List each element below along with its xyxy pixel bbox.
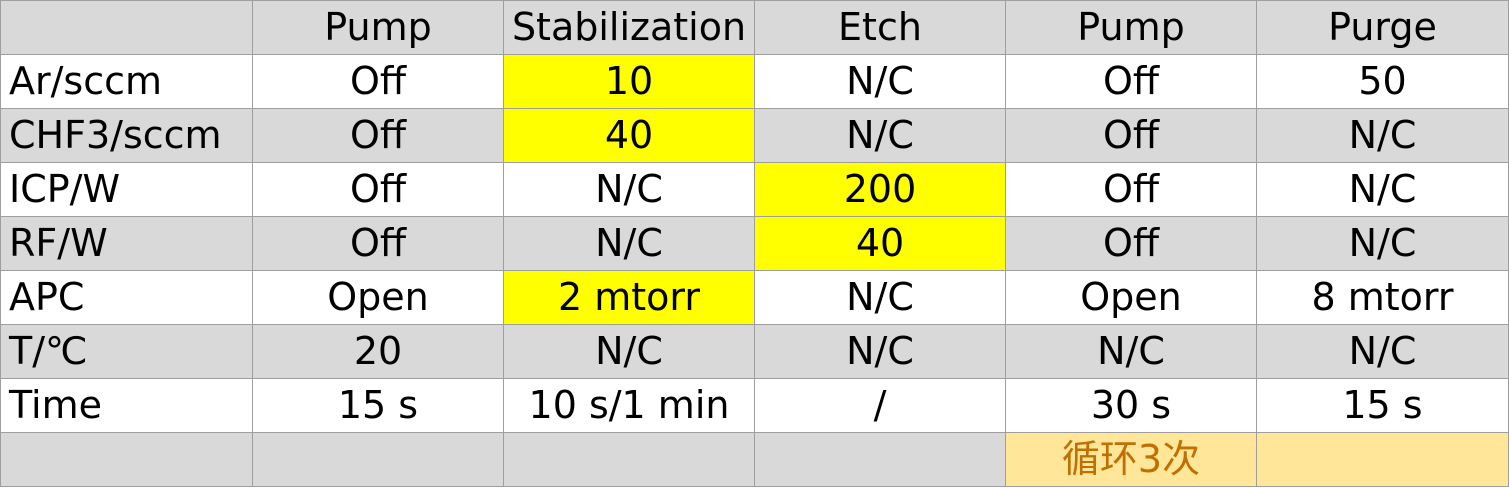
header-step-stabilization: Stabilization [503,0,755,55]
table-cell: Open [1005,270,1257,325]
header-step-etch: Etch [754,0,1006,55]
table-cell-highlighted: 200 [754,162,1006,217]
table-cell-highlighted: 10 [503,54,755,109]
table-cell: N/C [754,108,1006,163]
header-corner-cell [0,0,253,55]
row-label-rf: RF/W [0,216,253,271]
table-row-apc: APC Open 2 mtorr N/C Open 8 mtorr [0,270,1509,325]
table-cell: N/C [754,270,1006,325]
table-cell: N/C [754,54,1006,109]
table-cell: N/C [503,162,755,217]
table-cell: Off [252,108,504,163]
table-cell: N/C [503,216,755,271]
row-label-time: Time [0,378,253,433]
table-cell: 50 [1256,54,1509,109]
loop-count-cell: 循环3次 [1005,432,1257,487]
table-cell: N/C [1256,216,1509,271]
table-cell: Open [252,270,504,325]
table-cell: 20 [252,324,504,379]
table-row-icp: ICP/W Off N/C 200 Off N/C [0,162,1509,217]
table-row-rf: RF/W Off N/C 40 Off N/C [0,216,1509,271]
table-cell: N/C [1256,108,1509,163]
table-cell: 10 s/1 min [503,378,755,433]
table-cell: 30 s [1005,378,1257,433]
row-label-icp: ICP/W [0,162,253,217]
row-label-ar: Ar/sccm [0,54,253,109]
row-label-apc: APC [0,270,253,325]
row-label-temperature: T/℃ [0,324,253,379]
table-cell: Off [1005,54,1257,109]
table-cell: N/C [503,324,755,379]
header-row: Pump Stabilization Etch Pump Purge [0,0,1509,55]
table-row-loop: 循环3次 [0,432,1509,487]
table-cell: Off [252,216,504,271]
table-cell: Off [252,162,504,217]
table-cell-highlighted: 40 [754,216,1006,271]
table-cell: N/C [1256,324,1509,379]
table-row-temperature: T/℃ 20 N/C N/C N/C N/C [0,324,1509,379]
table-cell [252,432,504,487]
table-cell [503,432,755,487]
table-cell [754,432,1006,487]
table-cell-highlighted: 2 mtorr [503,270,755,325]
table-row-time: Time 15 s 10 s/1 min / 30 s 15 s [0,378,1509,433]
header-step-purge: Purge [1256,0,1509,55]
table-cell: Off [1005,216,1257,271]
table-row-chf3: CHF3/sccm Off 40 N/C Off N/C [0,108,1509,163]
row-label-loop [0,432,253,487]
table-cell: 15 s [252,378,504,433]
header-step-pump: Pump [252,0,504,55]
table-cell: 15 s [1256,378,1509,433]
table-cell-highlighted: 40 [503,108,755,163]
table-cell: N/C [754,324,1006,379]
table-cell: N/C [1256,162,1509,217]
table-cell: Off [1005,108,1257,163]
loop-span-cell [1256,432,1509,487]
row-label-chf3: CHF3/sccm [0,108,253,163]
table-cell: 8 mtorr [1256,270,1509,325]
table-cell: / [754,378,1006,433]
table-cell: Off [1005,162,1257,217]
table-row-ar: Ar/sccm Off 10 N/C Off 50 [0,54,1509,109]
table-cell: N/C [1005,324,1257,379]
header-step-pump-2: Pump [1005,0,1257,55]
table-cell: Off [252,54,504,109]
